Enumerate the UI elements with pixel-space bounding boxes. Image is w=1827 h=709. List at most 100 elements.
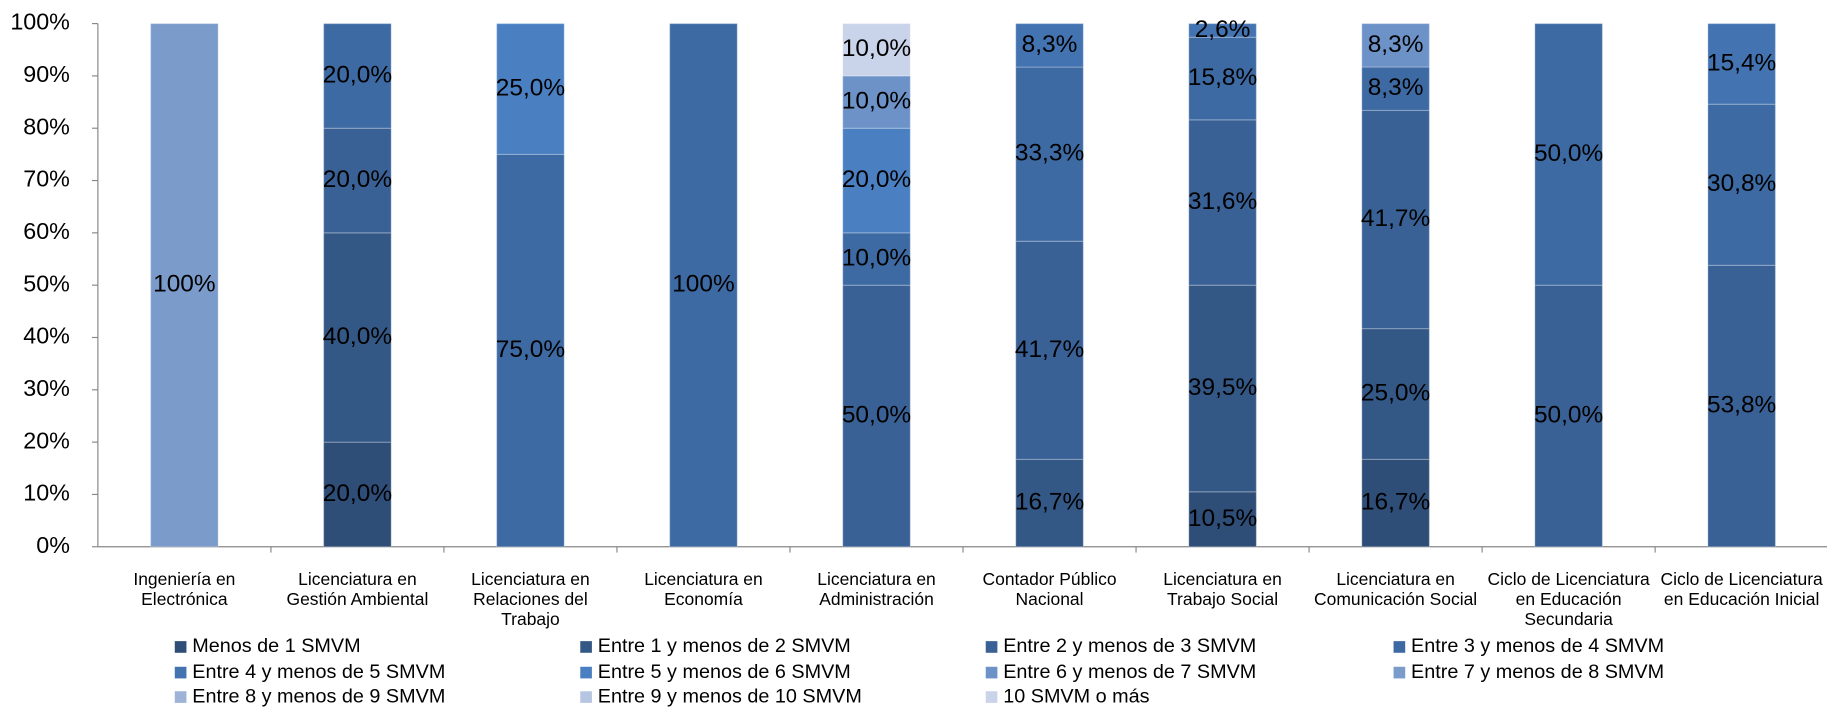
- data-label: 20,0%: [842, 166, 911, 193]
- data-label: 39,5%: [1188, 374, 1257, 401]
- data-label: 20,0%: [323, 61, 392, 88]
- legend-swatch: [985, 666, 998, 679]
- bar-segment: [323, 23, 392, 129]
- data-label: 20,0%: [323, 166, 392, 193]
- x-tick-label: Licenciatura en Comunicación Social: [1313, 570, 1478, 610]
- x-label-box: Licenciatura en Gestión Ambiental: [286, 570, 429, 610]
- x-label-box: Ingeniería en Electrónica: [133, 570, 236, 610]
- data-label: 100%: [672, 271, 735, 298]
- y-tick-label: 40%: [23, 323, 70, 349]
- data-label: 53,8%: [1707, 391, 1776, 418]
- legend-swatch: [174, 641, 187, 653]
- data-label: 10,0%: [842, 35, 911, 62]
- legend-swatch: [985, 641, 998, 653]
- data-label: 50,0%: [1534, 401, 1603, 428]
- data-label: 40,0%: [323, 323, 392, 350]
- bar-segment: [496, 153, 565, 548]
- bar-segment: [496, 23, 565, 155]
- data-label: 41,7%: [1361, 205, 1430, 232]
- y-tick-label: 70%: [23, 166, 70, 192]
- bar-segment: [150, 23, 219, 548]
- legend-label: Entre 7 y menos de 8 SMVM: [1411, 661, 1664, 683]
- bar-segment: [1361, 66, 1430, 112]
- data-label: 10,0%: [842, 244, 911, 271]
- x-tick-label: Ingeniería en Electrónica: [133, 570, 236, 610]
- legend-swatch: [580, 691, 592, 703]
- data-label: 8,3%: [1368, 31, 1424, 58]
- data-label: 41,7%: [1015, 336, 1084, 363]
- bar-segment: [669, 23, 738, 548]
- data-label: 10,5%: [1188, 505, 1257, 532]
- bar-segment: [323, 127, 392, 234]
- bar-segment: [1707, 264, 1777, 548]
- y-tick-label: 50%: [23, 270, 70, 296]
- y-tick-label: 20%: [23, 427, 70, 453]
- bar-segment: [323, 441, 392, 548]
- x-tick-label: Licenciatura en Gestión Ambiental: [286, 570, 429, 610]
- bar-segment: [842, 127, 911, 234]
- x-label-box: Ciclo de Licenciatura en Educación Secun…: [1487, 570, 1649, 629]
- data-label: 33,3%: [1015, 140, 1084, 167]
- bar-segment: [842, 284, 911, 548]
- legend-label: Entre 8 y menos de 9 SMVM: [192, 685, 445, 707]
- legend-swatch: [174, 666, 187, 679]
- bar-segment: [323, 232, 392, 443]
- bar-segment: [842, 23, 911, 77]
- y-tick-label: 10%: [23, 480, 70, 506]
- data-label: 75,0%: [496, 336, 565, 363]
- data-label: 20,0%: [323, 480, 392, 507]
- legend-label: 10 SMVM o más: [1003, 685, 1149, 707]
- bar-segment: [842, 232, 911, 286]
- data-label: 8,3%: [1368, 74, 1424, 101]
- legend-swatch: [985, 691, 998, 703]
- bar-segment: [1188, 36, 1257, 121]
- y-tick-label: 80%: [23, 113, 70, 139]
- legend-label: Entre 4 y menos de 5 SMVM: [192, 661, 445, 683]
- legend-label: Entre 3 y menos de 4 SMVM: [1411, 635, 1664, 657]
- bar-segment: [1361, 109, 1430, 330]
- bar-segment: [1361, 23, 1430, 68]
- x-tick-label: Licenciatura en Relaciones del Trabajo: [471, 570, 590, 630]
- y-tick-label: 100%: [10, 9, 70, 35]
- bar-segment: [1534, 23, 1603, 286]
- bar-segment: [1361, 328, 1430, 460]
- y-tick-label: 30%: [23, 375, 70, 401]
- data-label: 31,6%: [1188, 188, 1257, 215]
- data-label: 25,0%: [1361, 379, 1430, 406]
- legend-label: Entre 6 y menos de 7 SMVM: [1003, 661, 1256, 683]
- x-label-box: Ciclo de Licenciatura en Educación Inici…: [1660, 570, 1823, 610]
- x-tick-label: Ciclo de Licenciatura en Educación Inici…: [1660, 570, 1823, 610]
- x-tick-label: Licenciatura en Economía: [644, 570, 763, 610]
- legend-label: Entre 2 y menos de 3 SMVM: [1003, 635, 1256, 657]
- data-label: 8,3%: [1022, 31, 1078, 58]
- bar-segment: [1707, 23, 1777, 105]
- bar-segment: [1188, 119, 1257, 286]
- legend-swatch: [580, 666, 592, 679]
- y-tick-label: 0%: [36, 532, 70, 558]
- data-label: 15,8%: [1188, 64, 1257, 91]
- bar-segment: [1015, 240, 1084, 460]
- data-label: 15,4%: [1707, 49, 1776, 76]
- x-tick-label: Contador Público Nacional: [982, 570, 1117, 610]
- data-label: 30,8%: [1707, 170, 1776, 197]
- data-label: 2,6%: [1195, 16, 1251, 43]
- x-tick-label: Licenciatura en Administración: [817, 570, 936, 610]
- x-label-box: Licenciatura en Trabajo Social: [1163, 570, 1282, 610]
- bar-segment: [1015, 458, 1084, 548]
- data-label: 16,7%: [1361, 489, 1430, 516]
- data-label: 10,0%: [842, 88, 911, 115]
- y-tick-label: 60%: [23, 218, 70, 244]
- legend-swatch: [1393, 666, 1406, 679]
- x-label-box: Contador Público Nacional: [982, 570, 1117, 610]
- y-tick-label: 90%: [23, 61, 70, 87]
- data-label: 16,7%: [1015, 489, 1084, 516]
- bar-segment: [1188, 284, 1257, 493]
- legend-swatch: [1393, 641, 1406, 653]
- data-label: 100%: [153, 271, 216, 298]
- bar-segment: [1188, 23, 1257, 38]
- bar-segment: [842, 75, 911, 129]
- legend-label: Menos de 1 SMVM: [192, 635, 360, 657]
- legend-label: Entre 9 y menos de 10 SMVM: [598, 685, 862, 707]
